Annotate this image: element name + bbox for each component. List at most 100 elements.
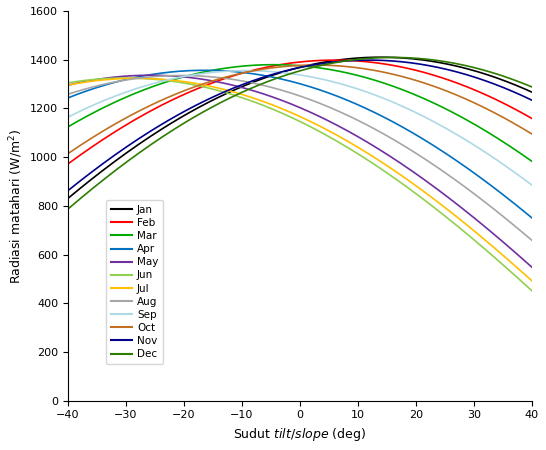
Apr xyxy=(93,85,99,90)
Sep xyxy=(529,182,535,188)
Feb xyxy=(151,106,157,112)
Feb xyxy=(93,141,99,147)
Mar xyxy=(491,134,498,139)
Jan xyxy=(64,196,71,201)
Y-axis label: Radiasi matahari (W/m$^2$): Radiasi matahari (W/m$^2$) xyxy=(7,128,25,284)
Sep xyxy=(188,72,195,78)
Aug xyxy=(191,73,197,78)
Dec xyxy=(64,207,71,212)
Nov xyxy=(64,188,71,194)
Jun xyxy=(529,288,535,293)
Nov xyxy=(151,126,157,131)
Jun xyxy=(64,80,71,86)
Jan xyxy=(93,173,99,179)
Jun xyxy=(84,77,90,83)
Line: Aug: Aug xyxy=(68,76,532,240)
Dec xyxy=(151,140,157,145)
Aug xyxy=(64,91,71,97)
Jan xyxy=(84,180,90,186)
Mar xyxy=(151,83,157,89)
Feb xyxy=(188,89,195,94)
Nov xyxy=(508,88,514,94)
Dec xyxy=(84,191,90,196)
Aug xyxy=(151,74,157,79)
Dec xyxy=(188,116,195,122)
Feb xyxy=(529,116,535,121)
Line: Jul: Jul xyxy=(68,78,532,281)
Feb xyxy=(508,104,514,110)
Aug xyxy=(508,220,514,225)
Oct xyxy=(188,85,195,90)
Jul xyxy=(84,79,90,85)
Line: Feb: Feb xyxy=(68,60,532,164)
Oct xyxy=(93,133,99,138)
Oct xyxy=(529,131,535,137)
May xyxy=(93,77,99,82)
Legend: Jan, Feb, Mar, Apr, May, Jun, Jul, Aug, Sep, Oct, Nov, Dec: Jan, Feb, Mar, Apr, May, Jun, Jul, Aug, … xyxy=(105,200,163,364)
Line: May: May xyxy=(68,75,532,267)
May xyxy=(191,75,197,81)
Feb xyxy=(84,148,90,153)
Aug xyxy=(529,238,535,243)
Dec xyxy=(491,71,498,76)
Nov xyxy=(188,105,195,110)
Jan xyxy=(151,131,157,137)
Jan xyxy=(529,90,535,95)
Jul xyxy=(529,278,535,284)
Sep xyxy=(491,156,498,161)
Jul xyxy=(491,245,498,251)
Jun xyxy=(123,75,129,81)
Mar xyxy=(270,62,276,68)
Sep xyxy=(64,114,71,120)
Jan xyxy=(188,108,195,114)
Apr xyxy=(202,68,209,73)
Jun xyxy=(491,255,498,260)
Apr xyxy=(64,95,71,101)
Aug xyxy=(84,86,90,91)
May xyxy=(64,82,71,88)
Aug xyxy=(491,207,498,212)
Line: Jun: Jun xyxy=(68,78,532,291)
Nov xyxy=(529,98,535,103)
Nov xyxy=(365,58,372,63)
X-axis label: Sudut $\it{tilt/slope}$ (deg): Sudut $\it{tilt/slope}$ (deg) xyxy=(234,426,366,443)
Line: Dec: Dec xyxy=(68,58,532,209)
Jun xyxy=(191,82,197,88)
Mar xyxy=(508,144,514,150)
Oct xyxy=(491,110,498,116)
Nov xyxy=(93,166,99,171)
Apr xyxy=(529,215,535,220)
Mar xyxy=(64,124,71,130)
May xyxy=(491,232,498,238)
Line: Nov: Nov xyxy=(68,60,532,191)
Jul xyxy=(132,76,139,81)
Oct xyxy=(64,151,71,156)
May xyxy=(508,246,514,252)
Line: Oct: Oct xyxy=(68,65,532,153)
Jan xyxy=(491,75,498,80)
Oct xyxy=(312,63,318,68)
May xyxy=(153,72,160,78)
Sep xyxy=(244,68,251,73)
Mar xyxy=(84,114,90,119)
Jul xyxy=(153,76,160,81)
Jul xyxy=(93,78,99,83)
Sep xyxy=(84,105,90,111)
Jun xyxy=(508,269,514,274)
Dec xyxy=(389,55,395,60)
May xyxy=(84,78,90,84)
Apr xyxy=(84,88,90,94)
Line: Mar: Mar xyxy=(68,65,532,162)
Jul xyxy=(508,260,514,265)
Apr xyxy=(188,68,195,73)
Mar xyxy=(529,159,535,164)
Dec xyxy=(508,76,514,81)
Line: Jan: Jan xyxy=(68,57,532,198)
Mar xyxy=(188,72,195,77)
May xyxy=(529,265,535,270)
Line: Sep: Sep xyxy=(68,71,532,185)
Jan xyxy=(508,81,514,86)
Feb xyxy=(330,58,337,63)
May xyxy=(146,72,153,78)
Jul xyxy=(191,81,197,86)
